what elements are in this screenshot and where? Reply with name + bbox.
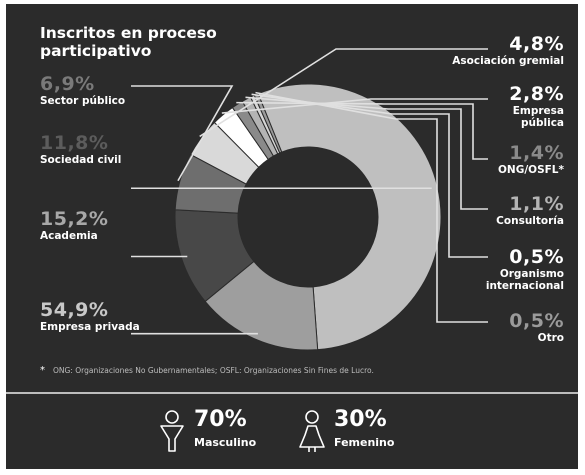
name-sector-publico: Sector público	[40, 95, 126, 107]
divider	[6, 392, 578, 394]
female-percent: 30%	[334, 407, 387, 432]
footnote-mark: *	[40, 365, 45, 376]
male-percent: 70%	[194, 407, 247, 432]
label-ong-osfl: 1,4% ONG/OSFL*	[497, 142, 564, 177]
name-sociedad-civil: Sociedad civil	[40, 154, 122, 166]
leader-line-otro	[255, 91, 488, 323]
label-asociacion-gremial: 4,8% Asociación gremial	[452, 33, 564, 68]
value-academia: 15,2%	[40, 208, 109, 230]
name-consultoria: Consultoría	[496, 215, 564, 227]
leader-line-asociacion-gremial	[199, 48, 488, 138]
value-otro: 0,5%	[509, 310, 564, 332]
male-person-icon	[160, 410, 184, 452]
chart-title: Inscritos en proceso participativo	[40, 24, 217, 60]
value-consultoria: 1,1%	[509, 193, 564, 215]
label-sociedad-civil: 11,8% Sociedad civil	[40, 132, 122, 167]
label-sector-publico: 6,9% Sector público	[40, 73, 126, 108]
label-organismo-internacional: 0,5% Organismo internacional	[472, 246, 564, 293]
label-empresa-publica: 2,8% Empresa pública	[484, 83, 564, 130]
value-empresa-privada: 54,9%	[40, 299, 109, 321]
label-academia: 15,2% Academia	[40, 208, 109, 243]
leader-line-empresa-publica	[221, 98, 488, 114]
name-otro: Otro	[537, 332, 564, 344]
value-asociacion-gremial: 4,8%	[509, 33, 564, 55]
label-otro: 0,5% Otro	[509, 310, 564, 345]
leader-line-sector-publico	[131, 85, 234, 182]
donut-chart	[131, 48, 488, 351]
infographic-panel: Inscritos en proceso participativo 6,9% …	[6, 4, 578, 469]
male-label: Masculino	[194, 436, 257, 449]
leader-line-ong-osfl	[236, 101, 488, 160]
female-label: Femenino	[334, 436, 395, 449]
value-sector-publico: 6,9%	[40, 73, 95, 95]
name-ong-osfl: ONG/OSFL*	[497, 164, 564, 176]
name-organismo-internacional: Organismo internacional	[485, 268, 564, 292]
leader-line-organismo-internacional	[251, 93, 488, 258]
name-academia: Academia	[40, 230, 98, 242]
footnote: * ONG: Organizaciones No Gubernamentales;…	[40, 365, 374, 376]
value-ong-osfl: 1,4%	[509, 142, 564, 164]
slice-sector-publico	[174, 153, 247, 214]
footnote-text: ONG: Organizaciones No Gubernamentales; …	[53, 366, 374, 375]
value-empresa-publica: 2,8%	[509, 83, 564, 105]
name-asociacion-gremial: Asociación gremial	[452, 55, 564, 67]
value-sociedad-civil: 11,8%	[40, 132, 109, 154]
female-person-icon	[299, 410, 325, 452]
name-empresa-publica: Empresa pública	[512, 105, 564, 129]
label-empresa-privada: 54,9% Empresa privada	[40, 299, 140, 334]
leader-line-consultoria	[245, 96, 488, 210]
value-organismo-internacional: 0,5%	[509, 246, 564, 268]
label-consultoria: 1,1% Consultoría	[496, 193, 564, 228]
name-empresa-privada: Empresa privada	[40, 321, 140, 333]
